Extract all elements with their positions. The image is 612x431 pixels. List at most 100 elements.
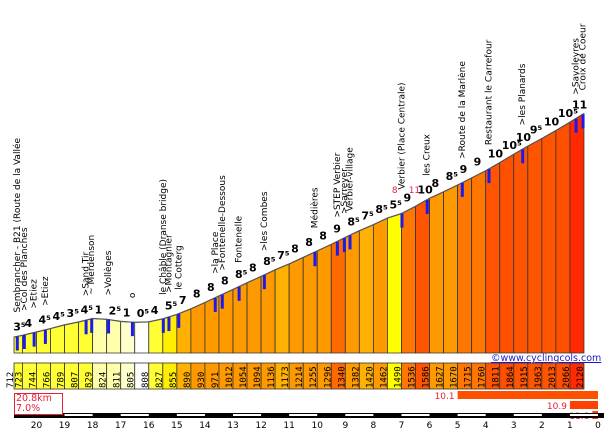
km-axis: 20 19 18 17 16 15 14 13 12 11 10 9 8 7 6 5 4 3 2 1 0 xyxy=(14,413,604,431)
gradient-label: 9⁵ xyxy=(530,123,543,136)
waypoint-label: les Creux xyxy=(423,133,433,176)
profile-segment xyxy=(387,213,402,354)
km-tick-label: 0 xyxy=(595,421,601,431)
profile-segment xyxy=(457,177,473,354)
gradient-label: 8 xyxy=(319,229,327,242)
waypoint-label: Sembrancher - B21 (Route de la Vallée xyxy=(12,138,23,313)
elevation-label: 1462 xyxy=(379,366,389,388)
waypoint-marker xyxy=(487,169,491,184)
km-tick-label: 18 xyxy=(87,421,99,431)
waypoint-label: >Fontenelle-Dessous xyxy=(218,175,228,271)
gradient-label: 10 xyxy=(516,131,532,144)
elevation-label: 930 xyxy=(197,372,207,388)
waypoint-label: ~ Merdenson xyxy=(87,235,97,295)
gradient-label: 8⁵ xyxy=(446,170,459,183)
gradient-label: 11 xyxy=(572,99,587,112)
km-tick-label: 11 xyxy=(283,421,294,431)
gradient-label: 4 xyxy=(24,317,32,330)
waypoint-marker xyxy=(400,213,404,228)
km-axis-stripe xyxy=(401,414,430,416)
elevation-label: 1490 xyxy=(393,366,403,388)
waypoint-label: Croix de Coeur xyxy=(579,23,589,90)
km-tick-label: 15 xyxy=(171,421,182,431)
profile-segment xyxy=(471,170,487,354)
waypoint-label: >la Place xyxy=(211,231,221,274)
gradient-label: 8 xyxy=(305,236,313,249)
waypoint-marker xyxy=(313,252,317,267)
profile-segment xyxy=(148,318,164,354)
steepest-label: 10.9 xyxy=(547,402,567,412)
profile-segment xyxy=(134,321,150,354)
elevation-label: 1012 xyxy=(225,366,235,388)
waypoint-label: le Châble (Dranse bridge) xyxy=(159,179,169,295)
elevation-label: 789 xyxy=(57,372,67,388)
steepest-label: 10.1 xyxy=(435,392,455,402)
waypoint-label: >Vollèges xyxy=(103,250,114,295)
gradient-label: 10 xyxy=(544,116,560,129)
waypoint-label: >les Planards xyxy=(518,63,528,125)
km-tick-label: 5 xyxy=(455,421,461,431)
gradient-label: 8⁵ xyxy=(347,216,360,229)
gradient-label: 8 xyxy=(249,261,257,274)
gradient-label: 8⁵ xyxy=(235,268,248,281)
profile-segment xyxy=(555,121,571,354)
km-axis-stripe xyxy=(176,414,205,416)
waypoint-marker xyxy=(574,118,578,133)
elevation-label: 1864 xyxy=(506,366,516,388)
gradient-label: 8 xyxy=(221,274,229,287)
gradient-label: 0⁵ xyxy=(137,307,150,320)
profile-segment xyxy=(64,321,79,354)
waypoint-label: >Sand Tir xyxy=(82,251,92,296)
elevation-label: 827 xyxy=(155,372,165,388)
gradient-label: 8⁵ xyxy=(375,203,388,216)
gradient-label: 7⁵ xyxy=(277,249,290,262)
gradient-label: 8 xyxy=(193,287,201,300)
elevation-label: 1963 xyxy=(534,366,544,388)
gradient-label: 7⁵ xyxy=(361,210,374,223)
waypoint-label: Fontenelle xyxy=(235,215,245,262)
gradient-label: 3⁵ xyxy=(13,320,26,333)
climb-summary-box: 20.8km 7.0% xyxy=(14,393,63,415)
gradient-label: 8 xyxy=(432,177,440,190)
km-tick-label: 8 xyxy=(371,421,377,431)
elevation-label: 971 xyxy=(211,372,221,388)
elevation-label: 1296 xyxy=(323,366,333,388)
gradient-label: 10 xyxy=(418,183,434,196)
gradient-label: 1 xyxy=(123,306,131,319)
waypoint-label: >Sarreyer xyxy=(340,168,350,214)
profile-segment xyxy=(541,129,557,354)
km-axis-stripe xyxy=(513,414,542,416)
profile-segment xyxy=(527,137,543,354)
waypoint-label: >Savoleyres xyxy=(572,38,582,95)
waypoint-label: >les Combes xyxy=(260,191,270,251)
elevation-label: 2066 xyxy=(562,366,572,388)
elevation-label: 1760 xyxy=(478,366,488,388)
cyclingcols-credit-link[interactable]: ©www.cyclingcols.com xyxy=(491,353,602,364)
waypoint-marker xyxy=(32,332,36,347)
waypoint-marker xyxy=(22,335,26,350)
elevation-label: 1915 xyxy=(520,366,530,388)
waypoint-marker xyxy=(84,320,88,335)
profile-segment xyxy=(274,263,290,354)
elevation-label: 824 xyxy=(99,372,109,388)
profile-segment xyxy=(401,205,416,354)
km-axis-stripe xyxy=(569,414,598,416)
waypoint-label: Verbier-village xyxy=(346,147,356,212)
waypoint-marker xyxy=(220,294,224,309)
waypoint-marker xyxy=(342,238,346,253)
elevation-label: 1811 xyxy=(492,366,502,388)
waypoint-marker xyxy=(107,319,111,334)
profile-segment xyxy=(429,191,444,354)
km-tick-label: 16 xyxy=(143,421,155,431)
gradient-label: 8⁵ xyxy=(263,255,276,268)
gradient-label: 9 xyxy=(474,156,482,169)
gradient-label: 10 xyxy=(488,148,504,161)
km-tick-label: 2 xyxy=(539,421,545,431)
steepest-bar xyxy=(569,401,598,409)
km-axis-stripe xyxy=(64,414,93,416)
profile-segment xyxy=(443,184,459,354)
waypoint-marker xyxy=(521,149,525,164)
km-tick-label: 17 xyxy=(115,421,126,431)
